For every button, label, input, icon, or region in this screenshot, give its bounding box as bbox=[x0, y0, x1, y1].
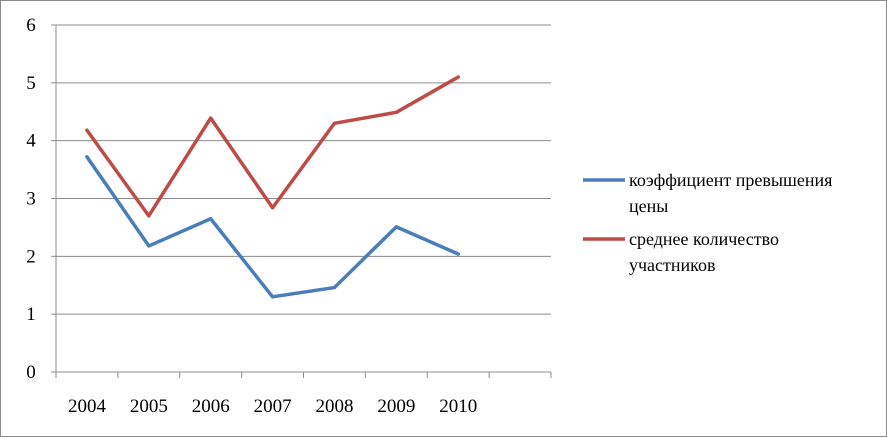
data-point bbox=[332, 121, 337, 125]
x-tick-label: 2007 bbox=[254, 396, 292, 417]
legend-label-1: цены bbox=[629, 196, 668, 216]
y-tick-label: 4 bbox=[26, 131, 36, 152]
data-point bbox=[456, 75, 460, 79]
x-tick-label: 2006 bbox=[192, 396, 230, 417]
series-line-2 bbox=[85, 75, 460, 218]
x-tick-labels: 2004 2005 2006 2007 2008 2009 2010 bbox=[68, 396, 477, 417]
data-point bbox=[147, 244, 151, 248]
y-tick-label: 6 bbox=[26, 15, 36, 36]
y-tick-label: 5 bbox=[26, 73, 36, 94]
axes bbox=[51, 24, 552, 378]
data-point bbox=[332, 285, 337, 290]
y-tick-label: 0 bbox=[26, 362, 36, 383]
legend-label-1: коэффициент превышения bbox=[629, 170, 832, 190]
y-tick-label: 1 bbox=[26, 304, 36, 325]
data-point bbox=[209, 116, 213, 120]
series-line-1 bbox=[85, 155, 460, 299]
data-point bbox=[85, 155, 89, 159]
y-tick-labels: 0 1 2 3 4 5 6 bbox=[26, 15, 36, 383]
y-tick-label: 3 bbox=[26, 189, 36, 210]
data-point bbox=[270, 206, 275, 210]
y-tick-label: 2 bbox=[26, 246, 36, 267]
data-point bbox=[147, 214, 151, 218]
gridlines bbox=[56, 24, 551, 315]
legend-label-2: участников bbox=[629, 255, 716, 275]
legend-label-2: среднее количество bbox=[629, 229, 779, 249]
x-tick-label: 2009 bbox=[377, 396, 415, 417]
legend: коэффициент превышения цены среднее количе… bbox=[583, 170, 832, 275]
data-point bbox=[394, 110, 398, 114]
x-tick-label: 2010 bbox=[439, 396, 477, 417]
data-point bbox=[270, 295, 275, 299]
x-tick-label: 2004 bbox=[68, 396, 107, 417]
series-lines bbox=[85, 75, 460, 299]
data-point bbox=[85, 128, 89, 132]
x-tick-label: 2008 bbox=[315, 396, 353, 417]
data-point bbox=[394, 225, 398, 229]
data-point bbox=[456, 252, 460, 256]
data-point bbox=[209, 217, 213, 221]
x-tick-label: 2005 bbox=[130, 396, 168, 417]
